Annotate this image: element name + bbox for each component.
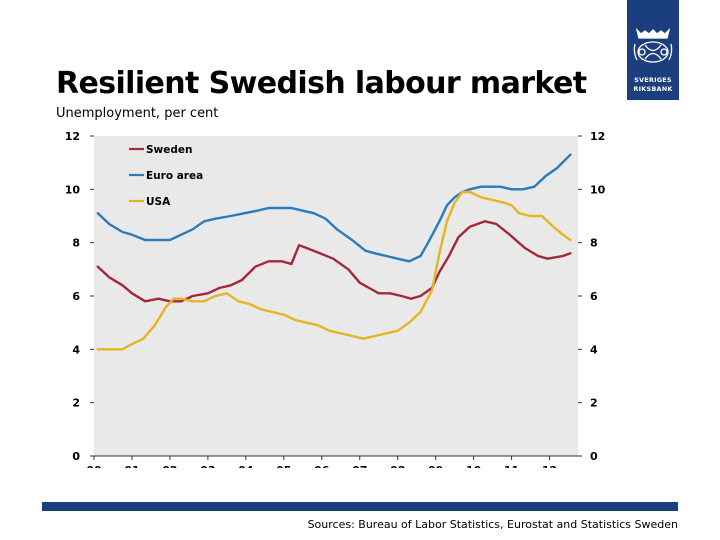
x-tick-label: 05 <box>276 464 291 468</box>
y-tick-label-left: 10 <box>65 183 81 196</box>
y-tick-label-right: 2 <box>590 397 598 410</box>
x-tick-label: 03 <box>200 464 215 468</box>
x-tick-label: 02 <box>162 464 177 468</box>
x-tick-label: 11 <box>504 464 519 468</box>
y-tick-label-right: 0 <box>590 450 598 463</box>
logo-text-sveriges: SVERIGES <box>634 76 672 84</box>
y-tick-label-left: 2 <box>72 397 80 410</box>
series-line-euro-area <box>96 153 572 263</box>
y-tick-label-right: 8 <box>590 237 598 250</box>
plot-area <box>94 136 578 456</box>
y-tick-label-left: 6 <box>72 290 80 303</box>
y-tick-label-right: 12 <box>590 130 605 143</box>
y-tick-label-right: 6 <box>590 290 598 303</box>
x-tick-label: 08 <box>390 464 405 468</box>
x-tick-label: 01 <box>124 464 139 468</box>
y-tick-label-left: 0 <box>72 450 80 463</box>
y-tick-label-left: 4 <box>72 343 80 356</box>
slide-title: Resilient Swedish labour market <box>56 66 587 101</box>
source-note: Sources: Bureau of Labor Statistics, Eur… <box>307 518 678 531</box>
y-tick-label-right: 10 <box>590 183 606 196</box>
series-line-sweden <box>96 220 572 303</box>
x-tick-label: 00 <box>86 464 102 468</box>
y-tick-label-left: 12 <box>65 130 80 143</box>
riksbank-crest-icon <box>633 27 673 63</box>
x-tick-label: 10 <box>466 464 482 468</box>
legend-label-sweden: Sweden <box>146 144 193 156</box>
y-tick-label-left: 8 <box>72 237 80 250</box>
legend-label-usa: USA <box>146 196 171 208</box>
x-tick-label: 06 <box>314 464 330 468</box>
series-line-usa <box>96 190 572 351</box>
x-tick-label: 04 <box>238 464 254 468</box>
logo-text-riksbank: RIKSBANK <box>633 85 673 93</box>
riksbank-logo: SVERIGES RIKSBANK <box>627 0 679 100</box>
footer-bar <box>42 502 678 511</box>
x-tick-label: 12 <box>542 464 557 468</box>
chart-subtitle: Unemployment, per cent <box>56 106 219 121</box>
y-tick-label-right: 4 <box>590 343 598 356</box>
legend-label-euro-area: Euro area <box>146 170 203 182</box>
x-tick-label: 07 <box>352 464 367 468</box>
x-tick-label: 09 <box>428 464 443 468</box>
